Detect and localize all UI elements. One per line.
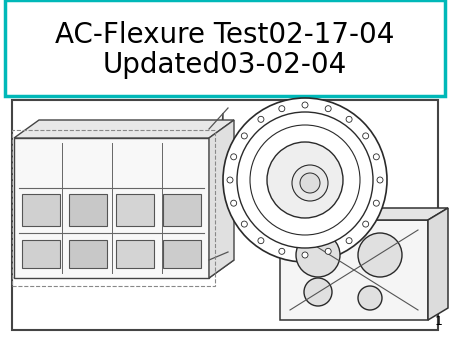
Bar [69,240,107,268]
Ellipse shape [358,233,402,277]
Ellipse shape [358,286,382,310]
Ellipse shape [231,154,237,160]
Ellipse shape [346,238,352,244]
Ellipse shape [304,278,332,306]
Polygon shape [14,120,234,138]
Polygon shape [209,120,234,278]
Ellipse shape [237,112,373,248]
Bar [22,240,60,268]
Ellipse shape [279,106,285,112]
Ellipse shape [258,238,264,244]
Bar [69,194,107,226]
Ellipse shape [363,221,369,227]
Bar [163,240,201,268]
Bar [5,0,445,96]
Bar [116,194,154,226]
Ellipse shape [292,165,328,201]
Bar [280,220,428,320]
Ellipse shape [227,177,233,183]
Ellipse shape [302,102,308,108]
Ellipse shape [250,125,360,235]
Ellipse shape [302,252,308,258]
Polygon shape [14,260,234,278]
Ellipse shape [258,116,264,122]
Text: AC-Flexure Test02-17-04: AC-Flexure Test02-17-04 [55,21,395,49]
Bar [12,130,215,286]
Ellipse shape [231,200,237,206]
Ellipse shape [241,221,248,227]
Bar [12,100,438,330]
Ellipse shape [377,177,383,183]
Ellipse shape [363,133,369,139]
Bar [163,194,201,226]
Bar [22,194,60,226]
Ellipse shape [325,106,331,112]
Ellipse shape [296,233,340,277]
Text: Updated03-02-04: Updated03-02-04 [103,51,347,79]
Polygon shape [221,113,223,258]
Bar [116,240,154,268]
Ellipse shape [346,116,352,122]
Bar [14,138,209,278]
Ellipse shape [300,173,320,193]
Text: 1: 1 [435,315,443,328]
Ellipse shape [279,248,285,254]
Ellipse shape [374,200,379,206]
Ellipse shape [223,98,387,262]
Ellipse shape [325,248,331,254]
Ellipse shape [374,154,379,160]
Polygon shape [280,208,448,220]
Ellipse shape [267,142,343,218]
Polygon shape [428,208,448,320]
Ellipse shape [241,133,248,139]
